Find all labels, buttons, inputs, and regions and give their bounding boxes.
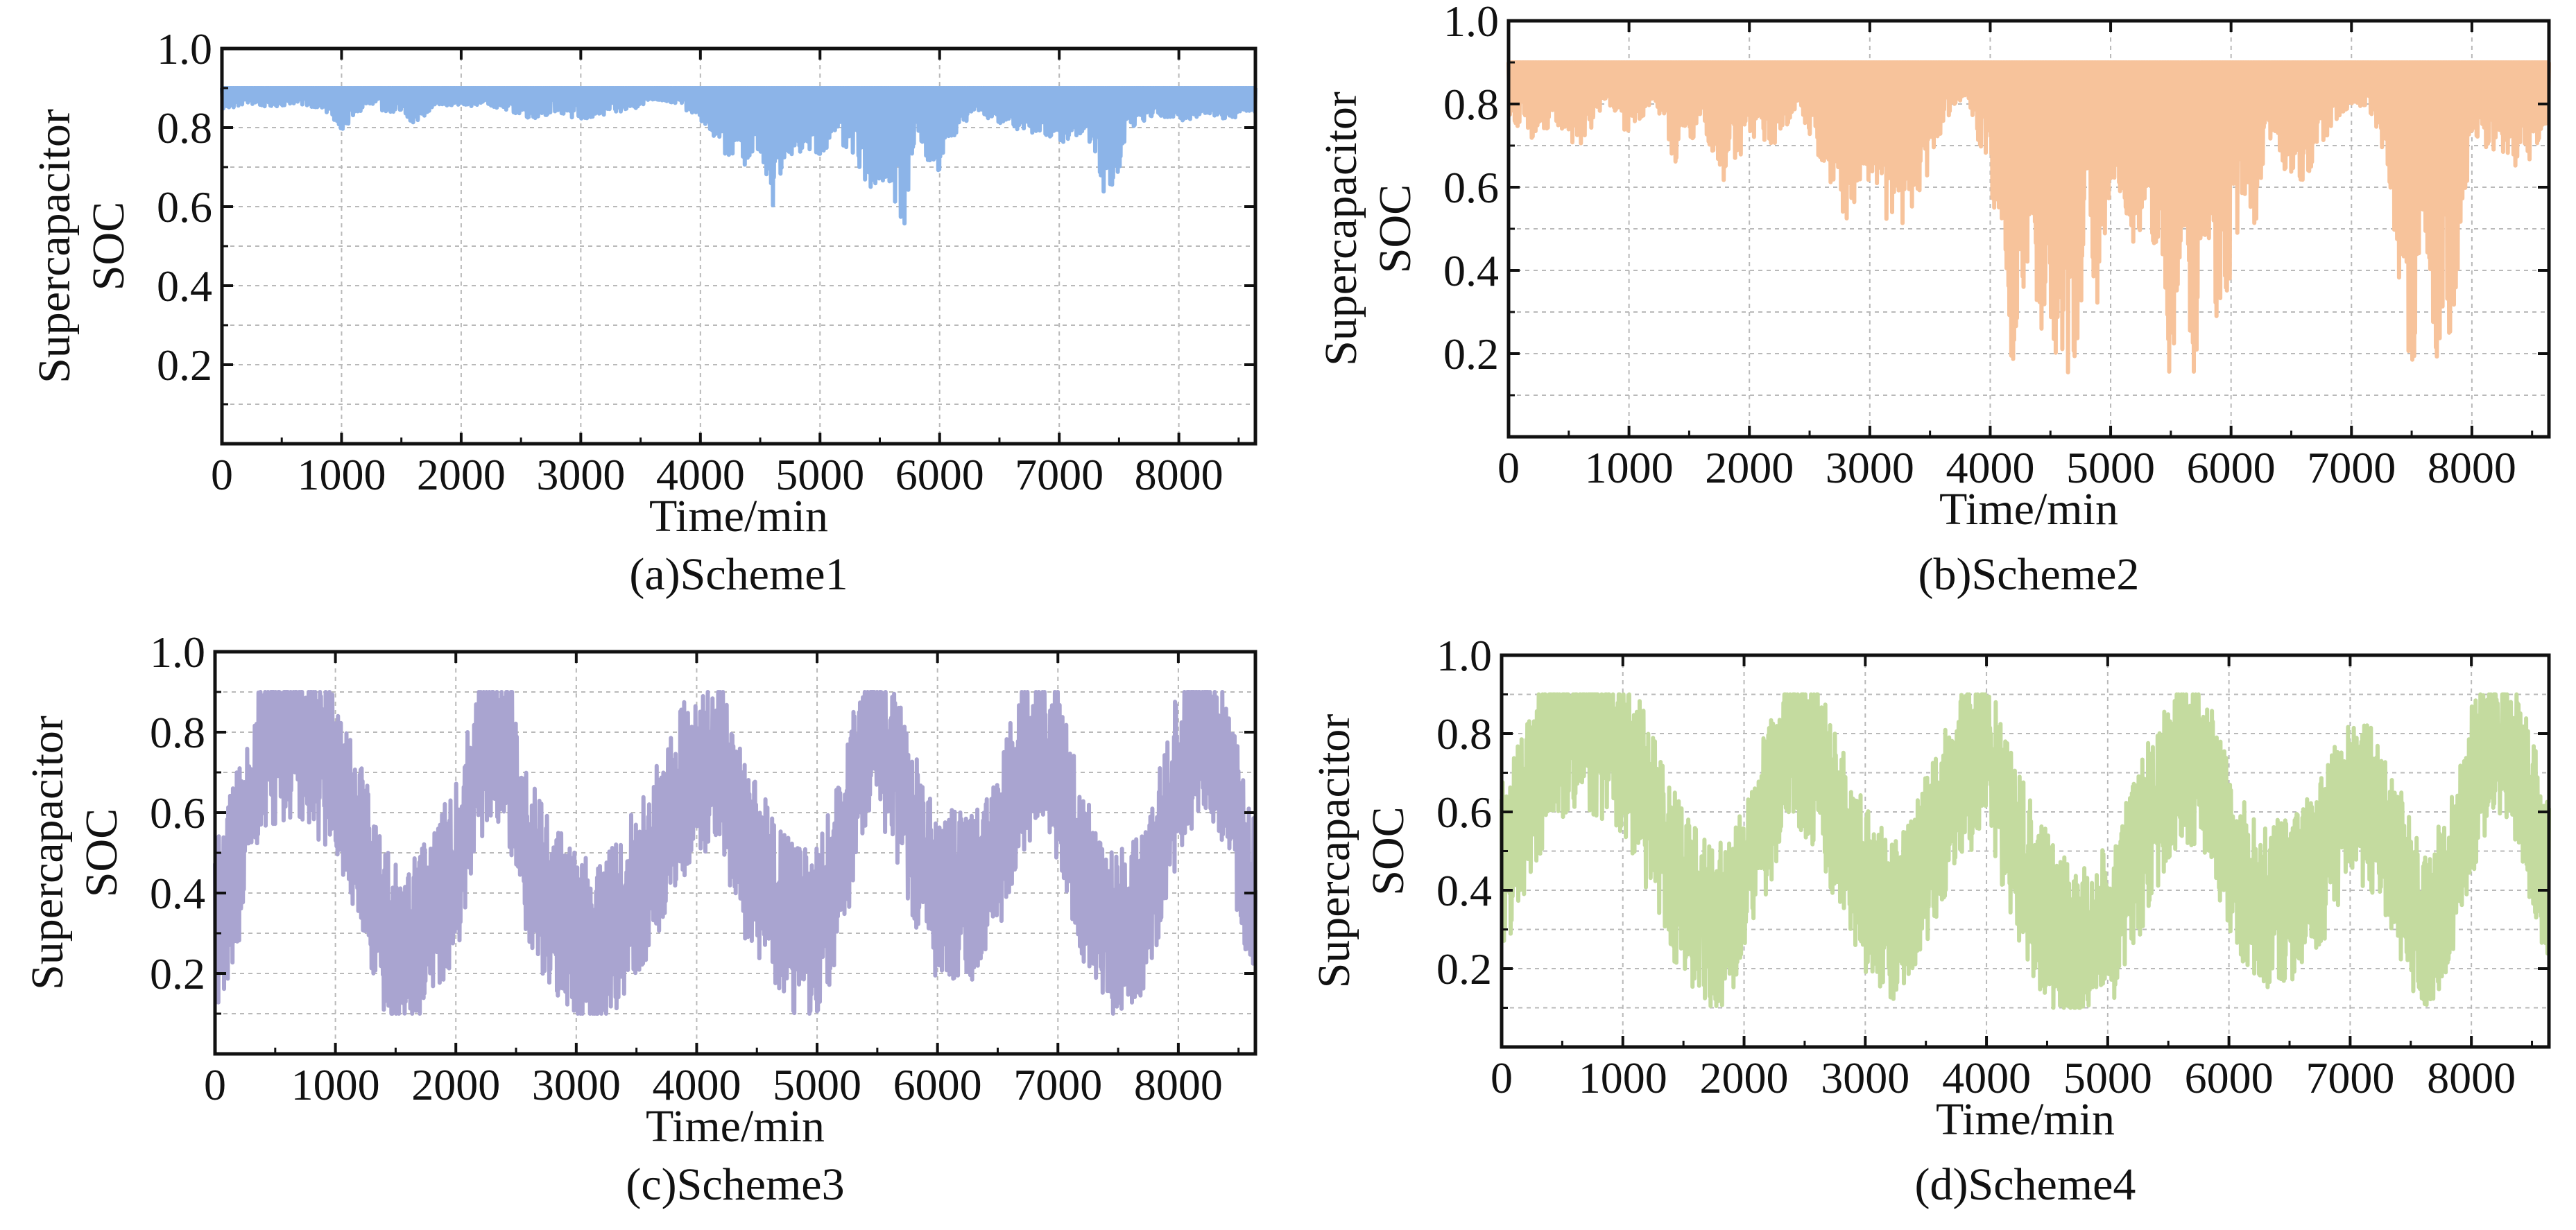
x-axis-title: Time/min [1939,484,2118,535]
x-tick-label: 2000 [1705,443,1794,492]
soc-series-line [1506,60,2551,374]
x-tick-label: 2000 [411,1060,500,1109]
y-tick-label: 0.4 [157,261,212,311]
y-tick-label: 1.0 [1436,631,1492,680]
x-tick-label: 0 [204,1060,226,1109]
panel-c: 0 1000 2000 3000 4000 5000 6000 7000 8000 0.2 0.4 0… [22,627,1257,1210]
y-axis-title-line1: Supercapacitor [22,716,73,990]
panel-caption: (a)Scheme1 [629,549,848,600]
soc-series-line [1500,692,2551,1010]
y-tick-label: 1.0 [1443,0,1499,46]
y-tick-label: 0.2 [1436,944,1492,994]
x-tick-label: 6000 [893,1060,982,1109]
x-tick-label: 1000 [297,450,386,499]
x-tick-label: 3000 [1826,443,1914,492]
y-tick-label: 0.4 [1443,246,1499,295]
x-tick-label: 0 [1497,443,1520,492]
x-tick-label: 8000 [2427,1053,2516,1102]
soc-series-line [213,690,1257,1016]
panel-caption: (d)Scheme4 [1915,1159,2136,1210]
x-axis-title: Time/min [646,1101,825,1152]
x-tick-label: 1000 [291,1060,380,1109]
x-tick-label: 8000 [1134,1060,1223,1109]
x-tick-label: 1000 [1579,1053,1667,1102]
y-axis-title-line2: SOC [76,808,127,897]
panel-caption: (b)Scheme2 [1918,549,2140,600]
x-tick-label: 4000 [652,1060,741,1109]
y-tick-label: 1.0 [150,627,205,677]
y-tick-label: 0.4 [150,869,205,918]
y-axis-title-line2: SOC [1370,184,1420,273]
x-tick-label: 2000 [1700,1053,1789,1102]
x-tick-label: 5000 [775,450,864,499]
x-tick-label: 0 [1491,1053,1513,1102]
x-tick-label: 3000 [536,450,625,499]
x-tick-label: 4000 [1946,443,2034,492]
soc-series-line [220,86,1257,226]
y-axis-title-line1: Supercapacitor [1309,714,1359,989]
x-tick-label: 7000 [2307,443,2396,492]
y-tick-label: 0.6 [157,182,212,232]
y-tick-label: 0.8 [1443,80,1499,129]
y-axis-title-line1: Supercapacitor [1316,92,1366,366]
y-tick-label: 0.4 [1436,866,1492,915]
panel-b: 0 1000 2000 3000 4000 5000 6000 7000 8000 0.2 0.4 0… [1316,0,2551,600]
x-tick-label: 5000 [2066,443,2155,492]
x-tick-label: 4000 [1942,1053,2031,1102]
x-tick-label: 6000 [2187,443,2276,492]
x-tick-label: 6000 [2185,1053,2274,1102]
x-axis-title: Time/min [649,491,828,542]
y-tick-label: 1.0 [157,24,212,73]
x-axis-title: Time/min [1936,1094,2115,1145]
x-tick-label: 2000 [417,450,506,499]
panel-caption: (c)Scheme3 [626,1159,844,1210]
x-tick-label: 6000 [895,450,984,499]
x-tick-label: 1000 [1585,443,1674,492]
x-tick-label: 4000 [656,450,745,499]
y-tick-label: 0.8 [157,103,212,153]
x-tick-label: 3000 [1821,1053,1909,1102]
y-tick-label: 0.6 [150,788,205,838]
y-axis-title-line1: Supercapacitor [29,109,80,383]
panel-d: 0 1000 2000 3000 4000 5000 6000 7000 8000 0.2 0.4 0… [1309,631,2551,1210]
y-tick-label: 0.2 [150,949,205,998]
x-tick-label: 5000 [773,1060,861,1109]
y-tick-label: 0.2 [157,340,212,390]
x-tick-label: 7000 [1013,1060,1102,1109]
y-tick-label: 0.6 [1443,163,1499,212]
y-tick-label: 0.6 [1436,788,1492,837]
y-axis-title-line2: SOC [1363,806,1414,895]
y-tick-label: 0.2 [1443,329,1499,379]
x-tick-label: 8000 [2428,443,2516,492]
x-tick-label: 3000 [532,1060,621,1109]
y-tick-label: 0.8 [150,708,205,757]
x-tick-label: 8000 [1135,450,1223,499]
x-tick-label: 5000 [2063,1053,2152,1102]
x-tick-label: 7000 [1015,450,1104,499]
y-tick-label: 0.8 [1436,709,1492,759]
x-tick-label: 7000 [2305,1053,2394,1102]
y-axis-title-line2: SOC [83,202,134,291]
panel-a: 0 1000 2000 3000 4000 5000 6000 7000 8000 0.2 0.4 0… [29,24,1257,600]
x-tick-label: 0 [211,450,233,499]
